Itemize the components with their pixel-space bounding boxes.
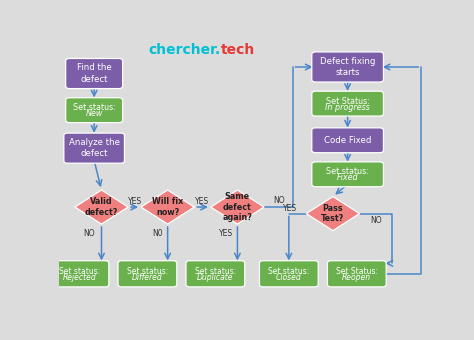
Text: Code Fixed: Code Fixed <box>324 136 371 145</box>
Text: NO: NO <box>273 196 284 205</box>
Polygon shape <box>306 197 360 231</box>
Text: Same
defect
again?: Same defect again? <box>222 192 252 222</box>
Text: Set Status:: Set Status: <box>326 97 370 106</box>
Text: In progress: In progress <box>325 103 370 112</box>
Text: Pass
Test?: Pass Test? <box>321 204 345 223</box>
FancyBboxPatch shape <box>259 261 318 287</box>
FancyBboxPatch shape <box>64 133 125 163</box>
Text: YES: YES <box>219 229 234 238</box>
FancyBboxPatch shape <box>312 162 383 187</box>
Polygon shape <box>211 190 264 224</box>
FancyBboxPatch shape <box>50 261 109 287</box>
Text: Valid
defect?: Valid defect? <box>85 197 118 217</box>
Polygon shape <box>75 190 128 224</box>
Text: NO: NO <box>83 229 94 238</box>
Text: Set status:: Set status: <box>195 267 236 276</box>
Text: New: New <box>85 109 103 118</box>
FancyBboxPatch shape <box>312 128 383 153</box>
FancyBboxPatch shape <box>186 261 245 287</box>
Text: NO: NO <box>370 216 382 225</box>
Text: Duplicate: Duplicate <box>197 273 234 282</box>
Text: Analyze the
defect: Analyze the defect <box>69 138 119 158</box>
FancyBboxPatch shape <box>312 91 383 116</box>
Text: Differed: Differed <box>132 273 163 282</box>
Text: Fixed: Fixed <box>337 173 358 182</box>
Text: YES: YES <box>128 197 142 206</box>
Text: Find the
defect: Find the defect <box>77 64 111 84</box>
Text: Will fix
now?: Will fix now? <box>152 197 183 217</box>
Text: YES: YES <box>195 197 210 206</box>
Text: chercher.: chercher. <box>149 43 221 57</box>
Text: Set status:: Set status: <box>59 267 100 276</box>
Text: tech: tech <box>221 43 255 57</box>
FancyBboxPatch shape <box>328 261 386 287</box>
Text: Set status:: Set status: <box>326 168 369 176</box>
FancyBboxPatch shape <box>66 58 123 89</box>
Text: YES: YES <box>283 204 297 213</box>
Polygon shape <box>141 190 194 224</box>
Text: Set Status:: Set Status: <box>336 267 378 276</box>
Text: Reopen: Reopen <box>342 273 371 282</box>
Text: Set status:: Set status: <box>73 103 116 112</box>
FancyBboxPatch shape <box>118 261 177 287</box>
Text: Set status:: Set status: <box>127 267 168 276</box>
Text: Defect fixing
starts: Defect fixing starts <box>320 57 375 77</box>
FancyBboxPatch shape <box>312 52 383 82</box>
Text: Set status:: Set status: <box>268 267 310 276</box>
Text: Closed: Closed <box>276 273 302 282</box>
Text: Rejected: Rejected <box>63 273 96 282</box>
Text: N0: N0 <box>152 229 163 238</box>
FancyBboxPatch shape <box>66 98 123 123</box>
